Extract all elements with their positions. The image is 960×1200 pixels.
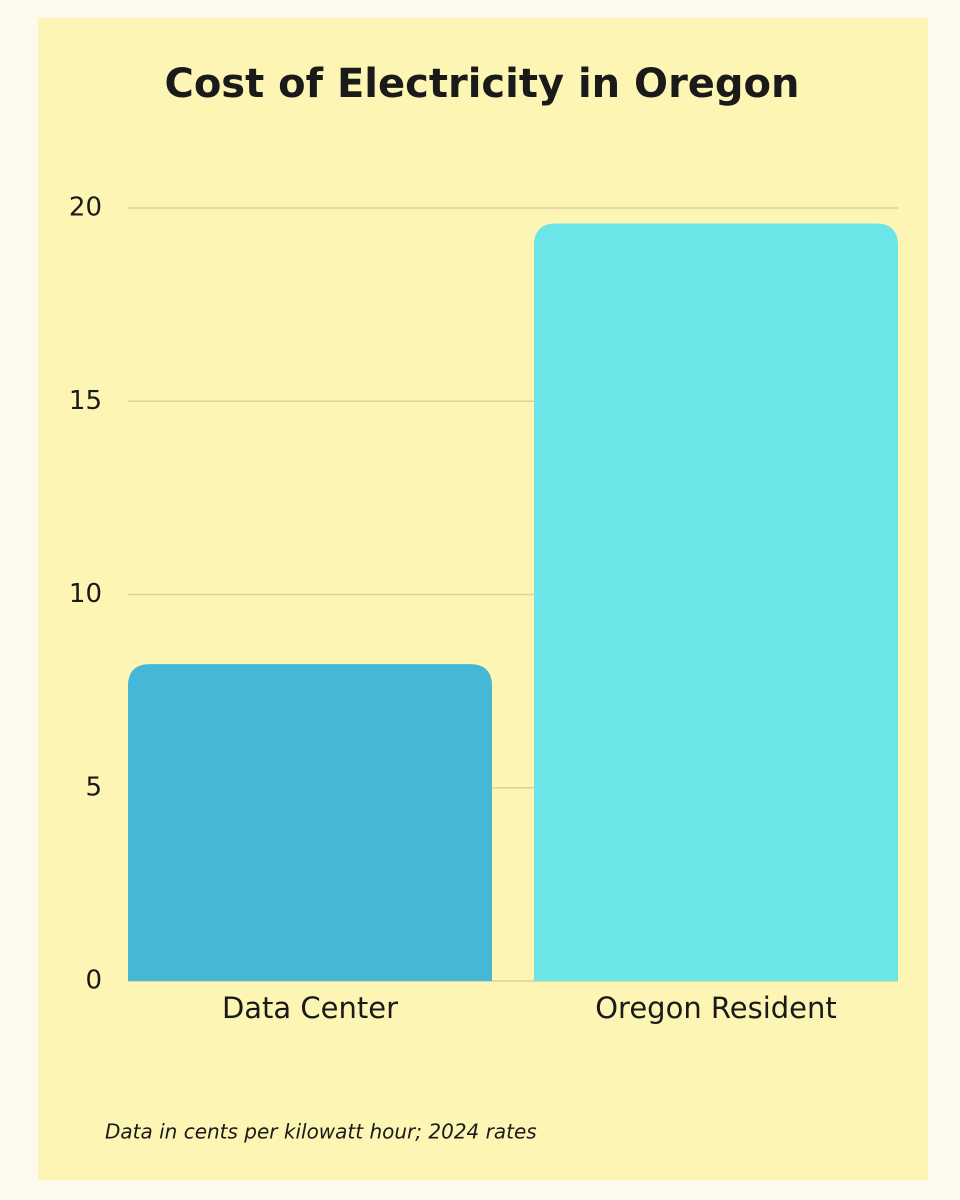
chart-title: Cost of Electricity in Oregon (164, 61, 799, 107)
y-tick-label: 0 (85, 966, 102, 996)
y-tick-label: 10 (69, 579, 102, 609)
bar (128, 664, 492, 981)
x-tick-label: Oregon Resident (595, 991, 837, 1025)
x-tick-label: Data Center (222, 991, 398, 1025)
y-tick-label: 15 (69, 386, 102, 416)
bar (534, 223, 898, 981)
y-tick-label: 5 (85, 772, 102, 802)
footnote: Data in cents per kilowatt hour; 2024 ra… (105, 1120, 537, 1144)
y-tick-label: 20 (69, 193, 102, 223)
